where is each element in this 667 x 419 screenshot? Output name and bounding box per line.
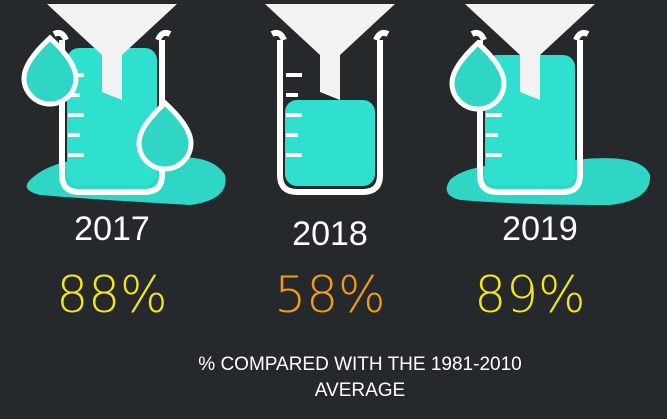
percent: 89%: [474, 266, 585, 324]
percent: 88%: [56, 266, 167, 324]
year: 2019: [502, 210, 578, 248]
caption: % COMPARED WITH THE 1981-2010 AVERAGE: [170, 352, 550, 404]
year: 2018: [292, 215, 368, 253]
drop: [24, 38, 76, 104]
funnel: [265, 4, 395, 100]
liquid: [285, 100, 375, 186]
drop: [452, 43, 504, 109]
year: 2017: [74, 210, 150, 248]
page: {"items": [ {"year": "2017", "value": "8…: [0, 0, 667, 419]
percent: 58%: [274, 266, 385, 324]
